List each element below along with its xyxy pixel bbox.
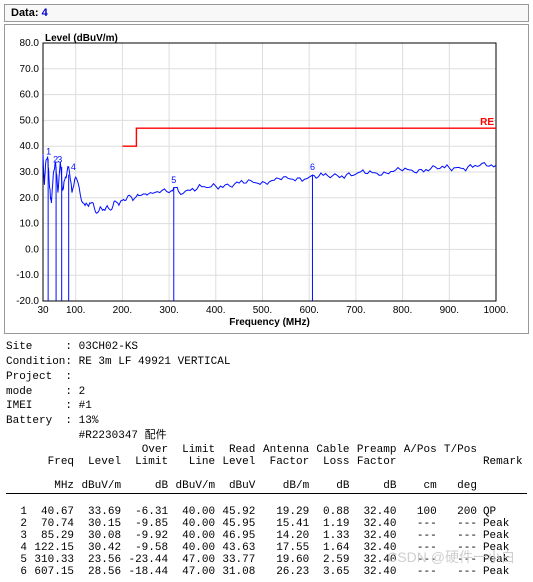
svg-text:3: 3: [57, 154, 62, 164]
svg-text:100.: 100.: [66, 305, 85, 316]
data-value: 4: [42, 7, 48, 19]
svg-text:800.: 800.: [393, 305, 412, 316]
svg-text:5: 5: [171, 175, 176, 185]
svg-text:6: 6: [310, 162, 315, 172]
svg-text:900.: 900.: [440, 305, 459, 316]
table-row: 4122.1530.42-9.5840.0043.6317.551.6432.4…: [6, 542, 527, 554]
svg-text:1: 1: [46, 147, 51, 157]
svg-text:40.0: 40.0: [20, 141, 40, 152]
svg-text:10.0: 10.0: [20, 219, 40, 230]
svg-text:50.0: 50.0: [20, 115, 40, 126]
svg-text:RE: RE: [480, 117, 494, 128]
svg-text:30.0: 30.0: [20, 167, 40, 178]
svg-text:-10.0: -10.0: [16, 270, 39, 281]
table-row: 270.7430.15-9.8540.0045.9515.411.1932.40…: [6, 518, 527, 530]
table-row: 5310.3323.56-23.4447.0033.7719.602.5932.…: [6, 554, 527, 566]
table-row: 6607.1528.56-18.4447.0031.0826.233.6532.…: [6, 566, 527, 578]
svg-text:Frequency (MHz): Frequency (MHz): [229, 317, 310, 328]
metadata-block: Site : 03CH02-KS Condition: RE 3m LF 499…: [4, 334, 529, 444]
svg-text:1000.: 1000.: [483, 305, 508, 316]
svg-text:60.0: 60.0: [20, 90, 40, 101]
svg-text:500.: 500.: [253, 305, 272, 316]
svg-text:4: 4: [71, 162, 76, 172]
table-row: 140.6733.69-6.3140.0045.9219.290.8832.40…: [6, 506, 527, 518]
table-row: 385.2930.08-9.9240.0046.9514.201.3332.40…: [6, 530, 527, 542]
svg-text:0.0: 0.0: [25, 244, 39, 255]
svg-text:200.: 200.: [113, 305, 132, 316]
emi-chart: -20.0 -10.0 0.0 10.0 20.0 30.0 40.0 50.0 60.0 70.…: [4, 24, 529, 334]
svg-text:-20.0: -20.0: [16, 296, 39, 307]
svg-text:700.: 700.: [346, 305, 365, 316]
svg-text:Level (dBuV/m): Level (dBuV/m): [45, 33, 118, 44]
svg-text:400.: 400.: [206, 305, 225, 316]
svg-text:30: 30: [37, 305, 49, 316]
svg-text:20.0: 20.0: [20, 193, 40, 204]
svg-text:300.: 300.: [159, 305, 178, 316]
svg-text:70.0: 70.0: [20, 64, 40, 75]
results-table-wrap: OverLimitReadAntennaCablePreampA/PosT/Po…: [4, 444, 529, 578]
chart-svg: -20.0 -10.0 0.0 10.0 20.0 30.0 40.0 50.0 60.0 70.…: [9, 29, 524, 329]
data-label: Data:: [11, 7, 39, 19]
results-table: OverLimitReadAntennaCablePreampA/PosT/Po…: [6, 444, 527, 578]
svg-text:600.: 600.: [299, 305, 318, 316]
svg-text:80.0: 80.0: [20, 38, 40, 49]
data-header: Data: 4: [4, 4, 529, 22]
